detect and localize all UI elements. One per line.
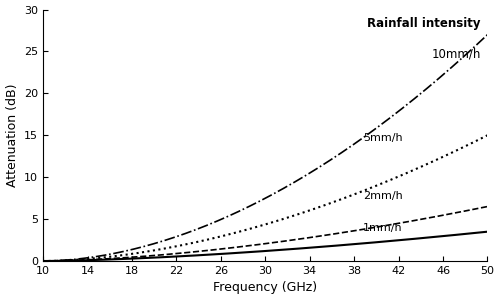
Y-axis label: Attenuation (dB): Attenuation (dB) [6, 83, 18, 187]
Text: 10mm/h: 10mm/h [432, 47, 481, 60]
Text: 5mm/h: 5mm/h [363, 133, 403, 143]
Text: Rainfall intensity: Rainfall intensity [368, 17, 481, 30]
Text: 1mm/h: 1mm/h [363, 223, 403, 233]
X-axis label: Frequency (GHz): Frequency (GHz) [213, 281, 318, 294]
Text: 2mm/h: 2mm/h [363, 190, 403, 201]
